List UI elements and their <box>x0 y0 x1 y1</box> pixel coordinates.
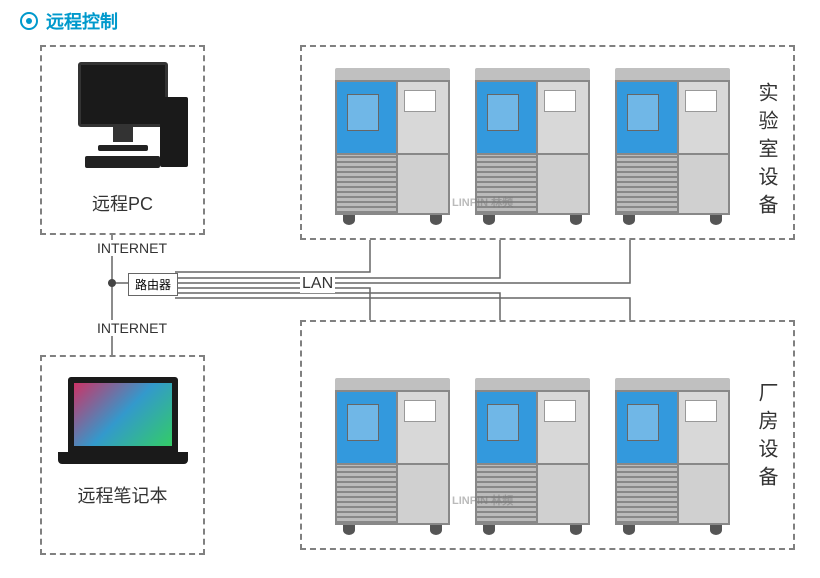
factory-machines-row <box>302 322 793 548</box>
internet-bottom-label: INTERNET <box>95 320 169 336</box>
test-chamber-icon <box>615 68 730 228</box>
lab-equipment-node: 实验室设备 LINPIN 林频 <box>300 45 795 240</box>
title-text: 远程控制 <box>46 8 118 34</box>
remote-pc-node: 远程PC <box>40 45 205 235</box>
lan-label: LAN <box>300 275 335 293</box>
test-chamber-icon <box>475 68 590 228</box>
test-chamber-icon <box>615 378 730 538</box>
router-label: 路由器 <box>135 278 171 292</box>
test-chamber-icon <box>335 378 450 538</box>
laptop-icon <box>58 377 188 464</box>
router-dot-icon <box>108 279 116 287</box>
remote-pc-label: 远程PC <box>42 190 203 216</box>
internet-top-label: INTERNET <box>95 240 169 256</box>
diagram-title: 远程控制 <box>20 8 118 34</box>
remote-laptop-label: 远程笔记本 <box>42 482 203 508</box>
target-icon <box>20 12 38 30</box>
monitor-icon <box>78 62 168 127</box>
router-node: 路由器 <box>128 273 178 296</box>
factory-equipment-label: 厂房设备 <box>752 382 781 494</box>
pc-tower-icon <box>160 97 188 167</box>
lab-machines-row <box>302 47 793 238</box>
test-chamber-icon <box>335 68 450 228</box>
remote-laptop-node: 远程笔记本 <box>40 355 205 555</box>
lab-equipment-label: 实验室设备 <box>752 82 781 222</box>
factory-equipment-node: 厂房设备 LINPIN 林频 <box>300 320 795 550</box>
keyboard-icon <box>85 156 160 168</box>
test-chamber-icon <box>475 378 590 538</box>
